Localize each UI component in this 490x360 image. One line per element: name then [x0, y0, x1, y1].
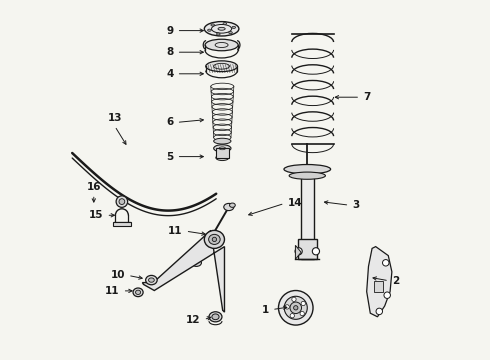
Polygon shape: [297, 239, 317, 259]
Ellipse shape: [232, 26, 236, 28]
Text: 12: 12: [186, 315, 201, 325]
Text: 13: 13: [107, 113, 122, 123]
Text: 2: 2: [392, 276, 399, 286]
Ellipse shape: [384, 292, 391, 298]
Ellipse shape: [214, 145, 231, 152]
Ellipse shape: [383, 260, 389, 266]
Ellipse shape: [218, 27, 225, 30]
Bar: [113, 222, 131, 226]
Ellipse shape: [284, 296, 307, 319]
Ellipse shape: [212, 314, 219, 320]
Ellipse shape: [116, 196, 127, 207]
Ellipse shape: [146, 275, 157, 285]
Ellipse shape: [206, 61, 238, 72]
Ellipse shape: [216, 155, 229, 161]
Ellipse shape: [300, 311, 304, 316]
Ellipse shape: [312, 248, 319, 255]
Ellipse shape: [214, 138, 231, 144]
Text: 10: 10: [111, 270, 125, 280]
Text: 5: 5: [167, 152, 174, 162]
Ellipse shape: [204, 230, 224, 248]
Ellipse shape: [294, 306, 298, 310]
Ellipse shape: [290, 302, 301, 314]
Ellipse shape: [229, 203, 235, 207]
Polygon shape: [143, 230, 224, 312]
Ellipse shape: [136, 290, 141, 294]
Ellipse shape: [289, 172, 325, 179]
Ellipse shape: [208, 29, 211, 31]
Ellipse shape: [301, 301, 305, 306]
Ellipse shape: [290, 314, 294, 318]
Ellipse shape: [133, 288, 143, 297]
Bar: [216, 148, 229, 158]
Ellipse shape: [292, 297, 296, 302]
Ellipse shape: [295, 248, 302, 255]
Ellipse shape: [119, 199, 125, 204]
Ellipse shape: [209, 234, 220, 244]
Bar: [301, 169, 314, 259]
Text: 11: 11: [168, 226, 183, 236]
Polygon shape: [295, 246, 301, 259]
Ellipse shape: [212, 237, 217, 242]
Ellipse shape: [204, 22, 239, 36]
Ellipse shape: [224, 203, 234, 211]
Text: 16: 16: [87, 181, 101, 192]
Text: 9: 9: [167, 26, 174, 36]
Text: 1: 1: [262, 305, 269, 315]
Polygon shape: [374, 281, 383, 292]
Ellipse shape: [229, 32, 232, 34]
Polygon shape: [367, 247, 392, 317]
Ellipse shape: [211, 24, 215, 26]
Ellipse shape: [217, 33, 220, 35]
Ellipse shape: [205, 39, 238, 51]
Ellipse shape: [148, 278, 154, 282]
Ellipse shape: [285, 305, 289, 309]
Ellipse shape: [209, 312, 222, 322]
Text: 14: 14: [288, 198, 302, 208]
Ellipse shape: [284, 165, 331, 174]
Text: 3: 3: [352, 200, 360, 210]
Text: 6: 6: [167, 117, 174, 127]
Text: 11: 11: [105, 286, 120, 296]
Text: 8: 8: [167, 47, 174, 57]
Ellipse shape: [376, 308, 383, 315]
Ellipse shape: [192, 259, 201, 266]
Text: 7: 7: [363, 92, 370, 102]
Ellipse shape: [223, 23, 227, 25]
Ellipse shape: [278, 291, 313, 325]
Text: 4: 4: [166, 69, 174, 79]
Text: 15: 15: [89, 210, 103, 220]
